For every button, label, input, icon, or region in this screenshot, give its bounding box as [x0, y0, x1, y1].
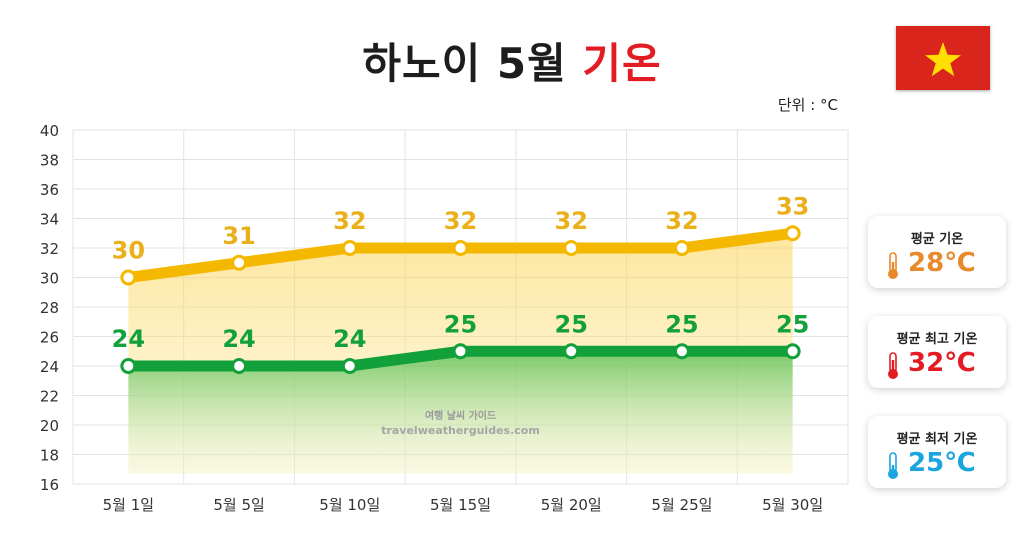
watermark: 여행 날씨 가이드 travelweatherguides.com [381, 409, 540, 437]
data-label: 32 [444, 207, 477, 235]
title-accent: 기온 [582, 39, 662, 88]
data-point [673, 240, 690, 256]
data-point [231, 358, 248, 374]
y-tick-label: 38 [40, 152, 59, 170]
avg-low-label: 평균 최저 기온 [896, 432, 978, 447]
y-tick-label: 40 [40, 122, 59, 140]
data-point [341, 240, 358, 256]
x-axis-ticks: 5월 1일 5월 5일 5월 10일 5월 15일 5월 20일 5월 25일 5월 30일 [103, 496, 824, 514]
area-fills [128, 233, 793, 474]
y-tick-label: 28 [40, 299, 59, 317]
avg-temp-value: 28℃ [908, 248, 976, 278]
avg-low-card: 평균 최저 기온 25℃ [868, 416, 1006, 488]
avg-high-card: 평균 최고 기온 32℃ [868, 316, 1006, 388]
watermark-line2: travelweatherguides.com [381, 424, 540, 437]
x-tick-label: 5월 10일 [319, 496, 380, 514]
thermometer-blue-icon [888, 452, 898, 479]
title-main: 하노이 5월 [362, 39, 567, 88]
x-tick-label: 5월 15일 [430, 496, 491, 514]
vietnam-flag-icon [896, 26, 990, 90]
x-tick-label: 5월 5일 [213, 496, 264, 514]
y-tick-label: 36 [40, 181, 59, 199]
y-tick-label: 26 [40, 329, 59, 347]
series-points [120, 225, 801, 374]
y-tick-label: 16 [40, 476, 59, 494]
avg-high-label: 평균 최고 기온 [896, 332, 978, 347]
y-axis-ticks: 16 18 20 22 24 26 28 30 32 34 36 38 40 [40, 122, 59, 494]
avg-high-value: 32℃ [908, 348, 976, 378]
data-point [784, 225, 801, 242]
x-tick-label: 5월 25일 [651, 496, 712, 514]
data-label: 25 [665, 310, 698, 338]
data-label: 30 [112, 237, 145, 265]
avg-temp-label: 평균 기온 [910, 232, 964, 247]
data-label: 32 [665, 207, 698, 235]
data-label: 33 [776, 192, 809, 220]
y-tick-label: 30 [40, 270, 59, 288]
data-label: 32 [555, 207, 588, 235]
y-tick-label: 24 [40, 358, 59, 376]
data-label: 32 [333, 207, 366, 235]
unit-label: 단위 : °C [777, 96, 838, 114]
data-label: 24 [222, 325, 255, 353]
data-point [563, 343, 580, 360]
x-tick-label: 5월 1일 [103, 496, 154, 514]
x-tick-label: 5월 20일 [541, 496, 602, 514]
data-label: 25 [555, 310, 588, 338]
data-label: 31 [222, 222, 255, 250]
chart-title: 하노이 5월 기온 [0, 30, 1024, 91]
data-label: 25 [444, 310, 477, 338]
y-tick-label: 20 [40, 417, 59, 435]
y-tick-label: 34 [40, 211, 59, 229]
data-label: 24 [333, 325, 366, 353]
series-area [128, 351, 793, 474]
data-label: 24 [112, 325, 145, 353]
thermometer-orange-icon [888, 252, 898, 279]
data-point [563, 240, 580, 256]
data-labels: 30 31 32 32 32 32 33 24 24 24 25 25 25 25 [112, 192, 810, 353]
data-point [452, 240, 469, 256]
x-tick-label: 5월 30일 [762, 496, 823, 514]
data-label: 25 [776, 310, 809, 338]
flag-graphic [896, 26, 990, 90]
avg-temp-card: 평균 기온 28℃ [868, 216, 1006, 288]
data-point [120, 269, 137, 286]
data-point [452, 343, 469, 360]
y-tick-label: 22 [40, 388, 59, 406]
watermark-line1: 여행 날씨 가이드 [425, 409, 496, 422]
y-tick-label: 18 [40, 447, 59, 465]
y-tick-label: 32 [40, 240, 59, 258]
data-point [231, 254, 248, 271]
data-point [120, 358, 137, 374]
data-point [673, 343, 690, 360]
avg-low-value: 25℃ [908, 448, 976, 478]
data-point [784, 343, 801, 360]
thermometer-red-icon [888, 352, 898, 379]
data-point [341, 358, 358, 374]
